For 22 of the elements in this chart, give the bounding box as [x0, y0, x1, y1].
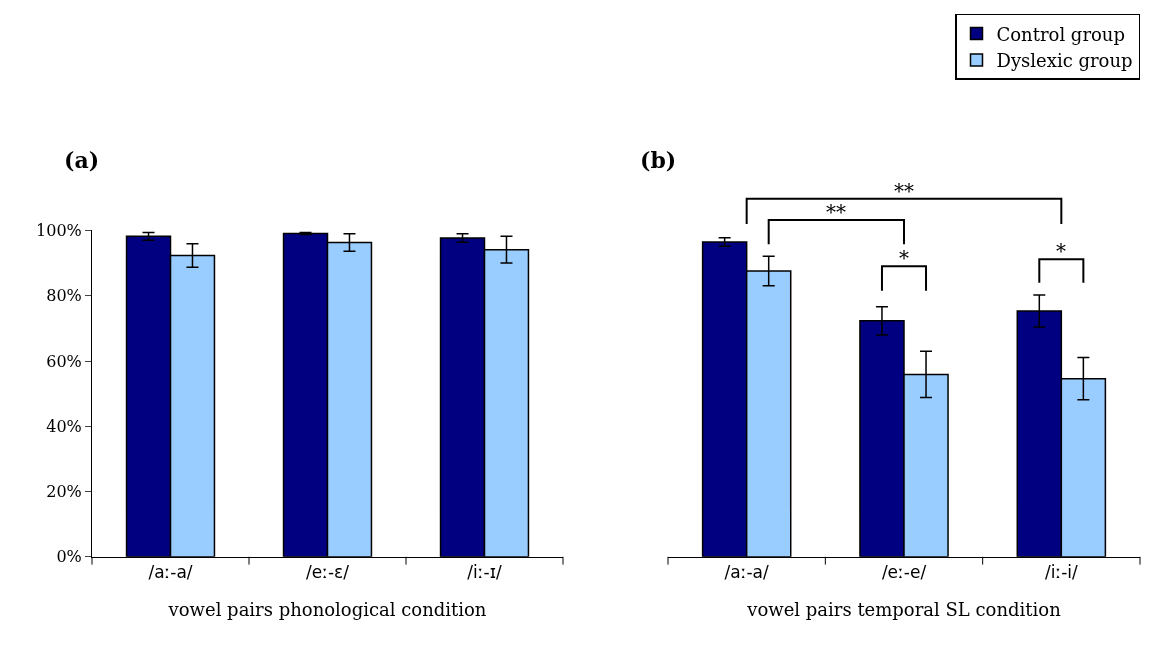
x-axis-title: vowel pairs phonological condition	[167, 599, 487, 621]
text: **	[894, 179, 914, 203]
y-tick-label: 80%	[46, 286, 82, 306]
annotation: *	[899, 246, 909, 270]
chart-title: (a)	[64, 147, 100, 173]
x-tick-label: /aː-a/	[148, 562, 193, 583]
x-tick-label: /iː-ɪ/	[467, 562, 502, 583]
x-tick-label: /iː-i/	[1044, 562, 1078, 583]
x-tick-label: /eː-ɛ/	[306, 562, 350, 583]
x-tick-label: /aː-a/	[724, 562, 770, 583]
x-axis-title: vowel pairs temporal SL condition	[746, 599, 1062, 621]
y-tick-label: 60%	[46, 351, 82, 371]
annotation: *	[1056, 239, 1066, 263]
y-tick-label: 0%	[56, 547, 82, 567]
y-tick-label: 100%	[36, 221, 82, 241]
y-tick-label: 40%	[46, 416, 82, 436]
legend-label: Dyslexic group	[996, 49, 1133, 71]
chart-title: (b)	[640, 147, 677, 173]
y-tick-label: 20%	[46, 482, 82, 502]
x-tick-label: /eː-e/	[881, 562, 927, 583]
legend-label: Control group	[996, 23, 1125, 45]
text: **	[826, 200, 846, 224]
